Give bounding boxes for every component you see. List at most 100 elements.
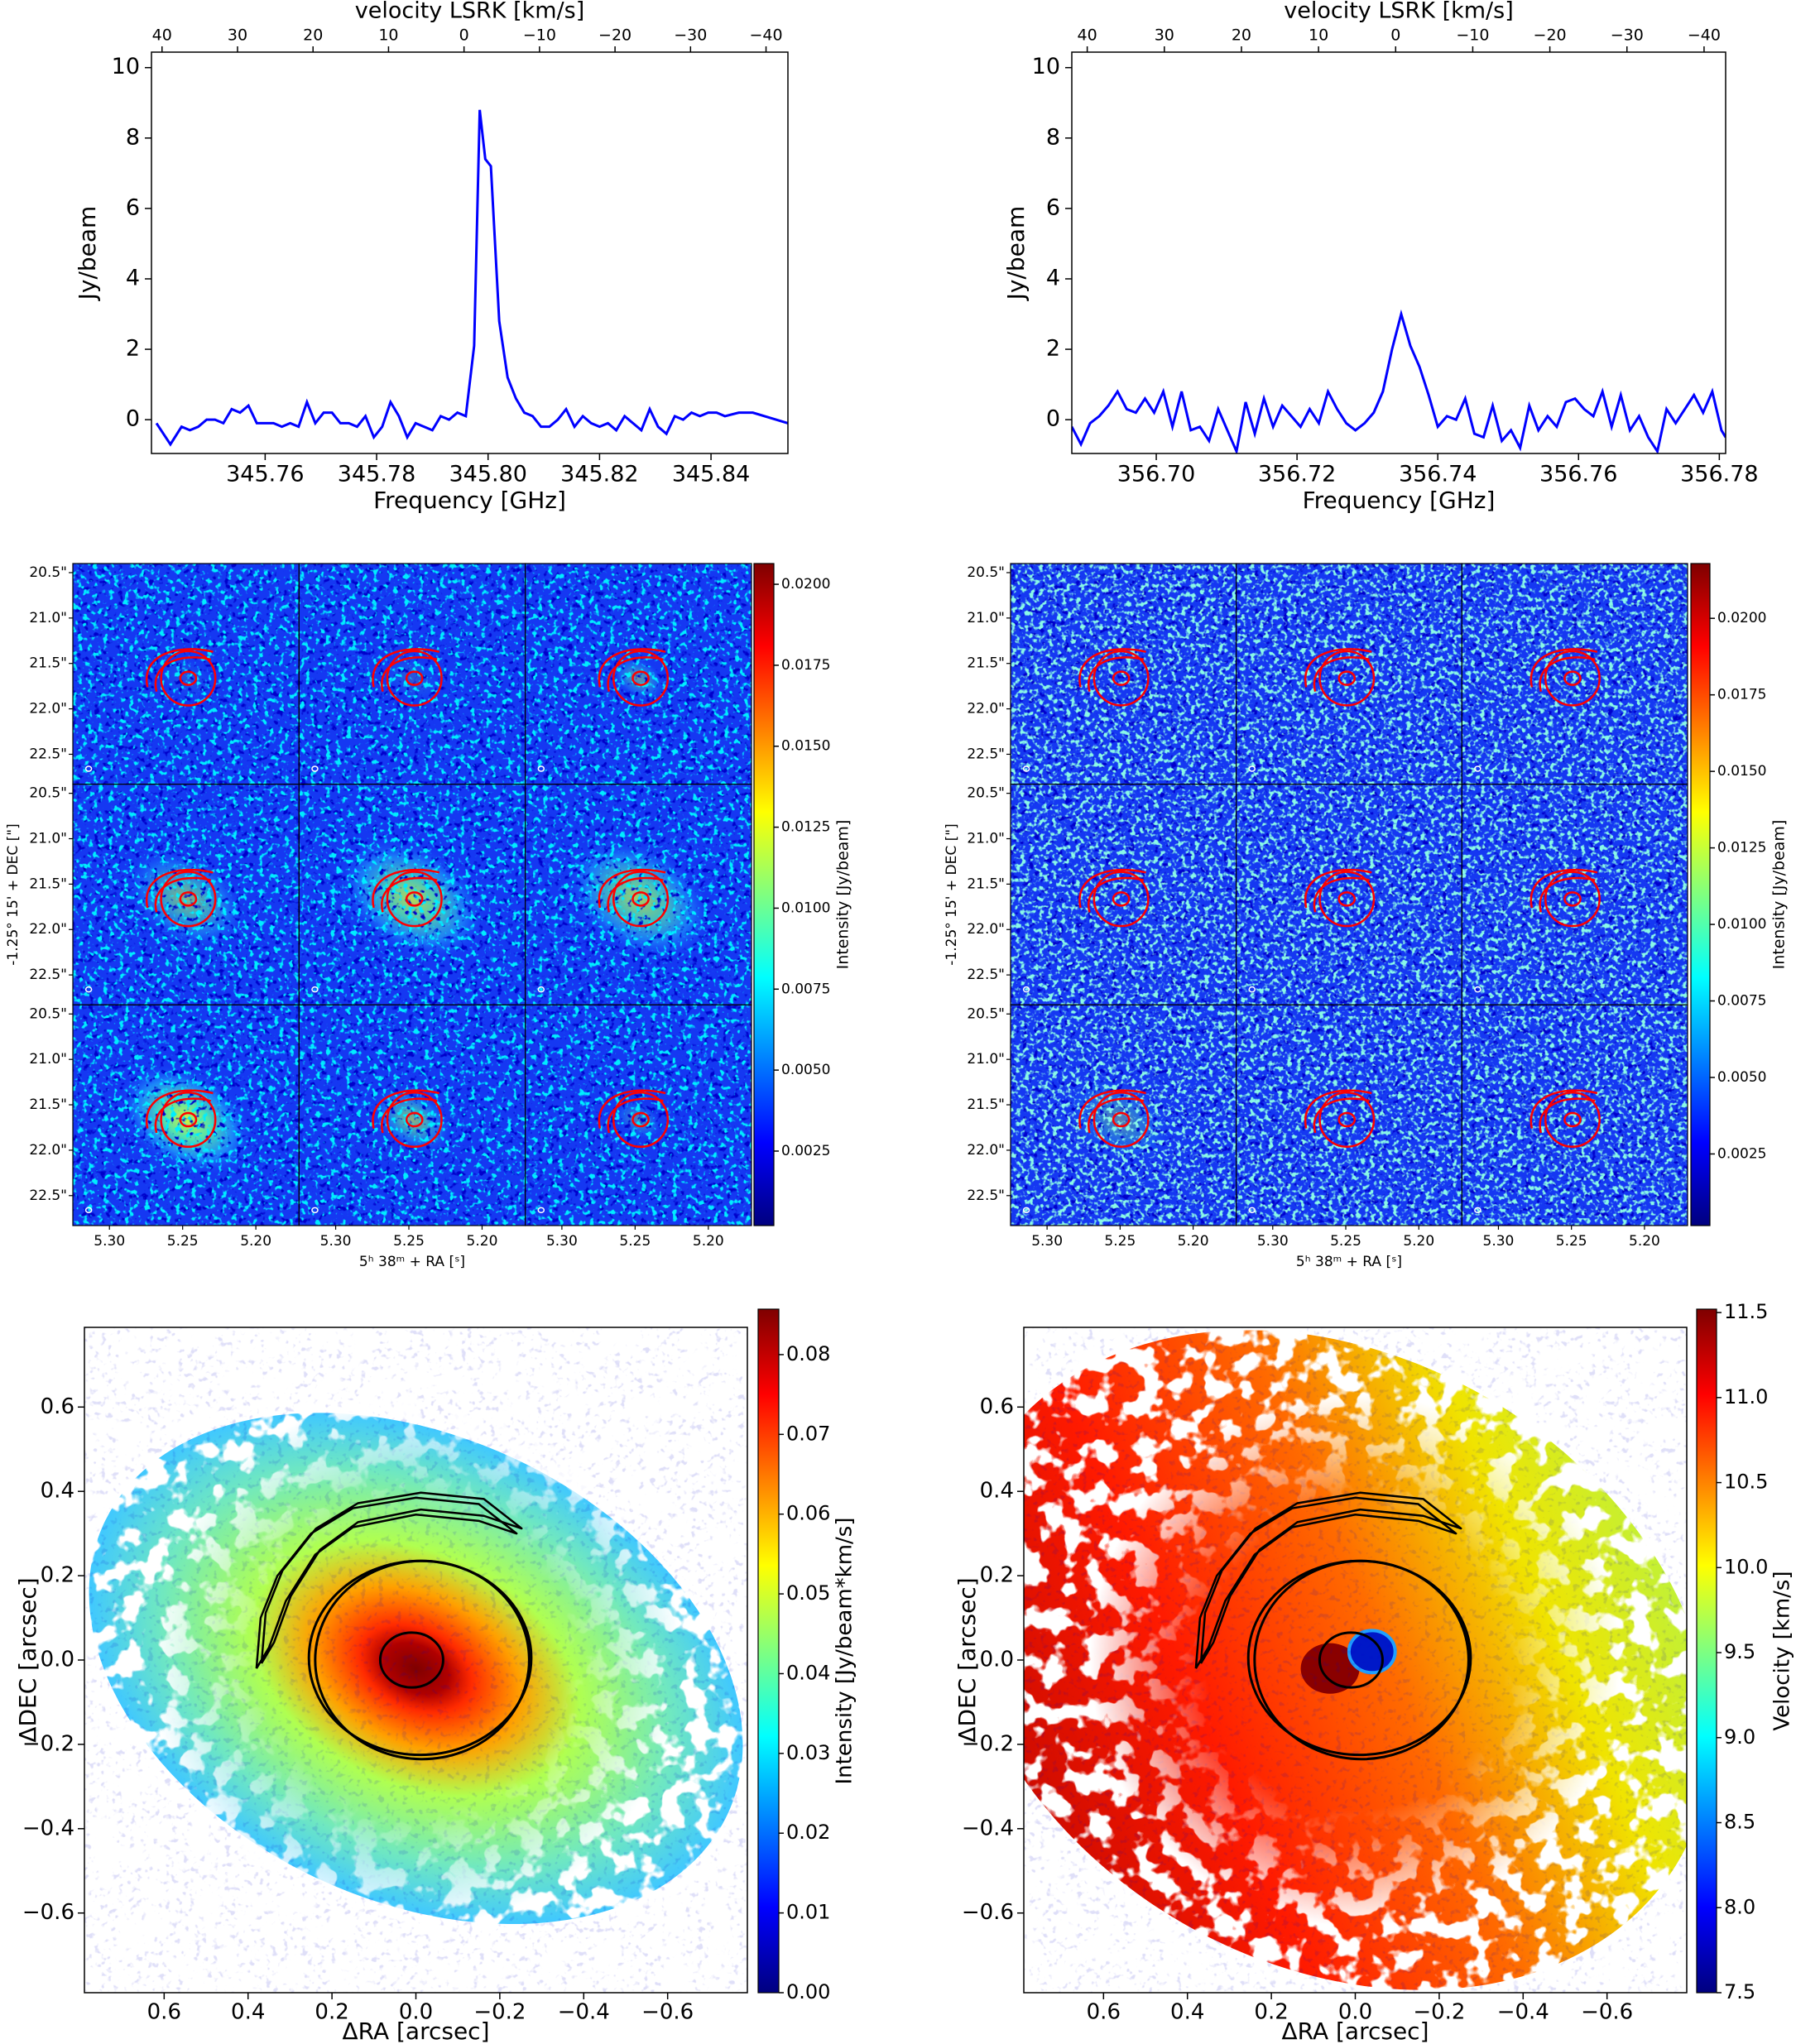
y-tick-label: 22.5" (967, 967, 1005, 983)
contour (612, 871, 670, 928)
x-tick-label: −0.6 (1581, 2000, 1633, 2025)
colorbar (757, 1308, 780, 1994)
y-tick-label: 6 (126, 194, 140, 220)
noise (1236, 1005, 1462, 1226)
beam (1248, 986, 1256, 993)
x2-tick-label: 10 (378, 26, 398, 45)
channel-panel (1236, 564, 1462, 784)
contour (405, 670, 424, 686)
y-tick-label: 20.5" (967, 564, 1005, 581)
contour (1337, 891, 1357, 907)
contour (1304, 648, 1372, 692)
contour (1078, 868, 1146, 913)
channel-panel (73, 1005, 300, 1226)
noise (73, 1005, 300, 1226)
axes-frame (1071, 51, 1726, 454)
noise (1236, 784, 1462, 1005)
axes-frame (151, 51, 789, 454)
noise (1236, 564, 1462, 784)
beam (537, 765, 545, 772)
y-tick-label: 2 (126, 336, 140, 362)
y-tick-label: 22.0" (967, 1142, 1005, 1159)
x2-tick-label: 20 (303, 26, 323, 45)
x2-tick-label: −40 (749, 26, 782, 45)
y-axis-label: ΔDEC [arcsec] (14, 1577, 41, 1742)
contour (260, 1491, 523, 1664)
x-tick-label: 0.0 (1338, 2000, 1372, 2025)
contour (1318, 1631, 1384, 1689)
x-tick-label: 5.30 (94, 1233, 125, 1250)
contour (1563, 891, 1582, 907)
x-tick-label: 356.74 (1399, 462, 1477, 487)
colorbar-tick-label: 0.05 (786, 1581, 830, 1605)
y-tick-label: 8 (1046, 124, 1060, 150)
colorbar (753, 563, 775, 1226)
beam (1022, 1207, 1030, 1214)
x-tick-label: −0.6 (641, 2000, 694, 2025)
colorbar-tick-label: 0.04 (786, 1661, 830, 1684)
x-axis-label: ΔRA [arcsec] (342, 2018, 489, 2044)
contour (314, 1559, 531, 1761)
contour (1337, 670, 1357, 686)
contour (631, 670, 650, 686)
beam (1474, 986, 1481, 993)
colorbar-tick-label: 0.0050 (781, 1062, 830, 1078)
y-tick-label: 0.0 (41, 1648, 74, 1672)
colorbar-tick-label: 0.03 (786, 1741, 830, 1764)
contour (1529, 1089, 1598, 1134)
contour (1529, 868, 1598, 913)
colorbar-tick-label: 0.0175 (1717, 687, 1766, 703)
colorbar-tick-label: 11.5 (1724, 1300, 1768, 1323)
x-tick-label: 5.25 (167, 1233, 199, 1250)
x-tick-label: 0.0 (399, 2000, 433, 2025)
contour (1318, 871, 1376, 928)
noise (525, 784, 752, 1005)
noise (1462, 784, 1688, 1005)
channel-panel (525, 1005, 752, 1226)
colorbar-tick-label: 0.08 (786, 1342, 830, 1365)
x2-tick-label: −20 (598, 26, 631, 45)
x-tick-label: 345.80 (449, 462, 526, 487)
noise (525, 1005, 752, 1226)
y-tick-label: 22.5" (29, 967, 67, 983)
beam (84, 986, 93, 993)
channel-panel (1462, 1005, 1688, 1226)
y-tick-label: 8 (126, 124, 140, 150)
colorbar (1696, 1308, 1717, 1994)
x2-tick-label: 0 (1390, 26, 1400, 45)
x2-tick-label: 20 (1232, 26, 1251, 45)
x-tick-label: 356.76 (1539, 462, 1617, 487)
y-tick-label: 0.6 (41, 1394, 74, 1419)
channel-panel (299, 564, 526, 784)
y-tick-label: 2 (1046, 336, 1060, 362)
y-tick-label: 0 (126, 406, 140, 432)
colorbar-tick-label: 0.07 (786, 1422, 830, 1445)
beam (1022, 986, 1030, 993)
colorbar-tick-label: 8.5 (1724, 1811, 1755, 1834)
colorbar-tick-label: 0.0175 (781, 657, 830, 674)
y-tick-label: 22.0" (967, 921, 1005, 938)
contour (1112, 891, 1131, 907)
x-tick-label: 0.2 (315, 2000, 348, 2025)
contour (1078, 648, 1146, 692)
y-tick-label: 21.0" (967, 1051, 1005, 1068)
x2-tick-label: 40 (152, 26, 172, 45)
colorbar-tick-label: 0.0200 (1717, 610, 1766, 626)
channel-panel (1011, 564, 1237, 784)
contour (386, 1091, 443, 1149)
contour (1304, 868, 1372, 913)
y-tick-label: 21.0" (29, 1051, 67, 1068)
contour (1092, 650, 1150, 707)
contour (1112, 1111, 1131, 1128)
y-tick-label: 20.5" (29, 785, 67, 802)
contour (1199, 1491, 1462, 1664)
x2-tick-label: 0 (459, 26, 469, 45)
x-tick-label: 345.76 (226, 462, 304, 487)
x-tick-label: 5.30 (546, 1233, 578, 1250)
y-tick-label: 4 (1046, 265, 1060, 290)
contour (1563, 1111, 1582, 1128)
x-axis-label: 5ʰ 38ᵐ + RA [ˢ] (359, 1254, 465, 1270)
panel-frame (525, 1004, 752, 1226)
colorbar-label: Velocity [km/s] (1770, 1571, 1795, 1730)
blank-pixels (84, 1327, 747, 1993)
